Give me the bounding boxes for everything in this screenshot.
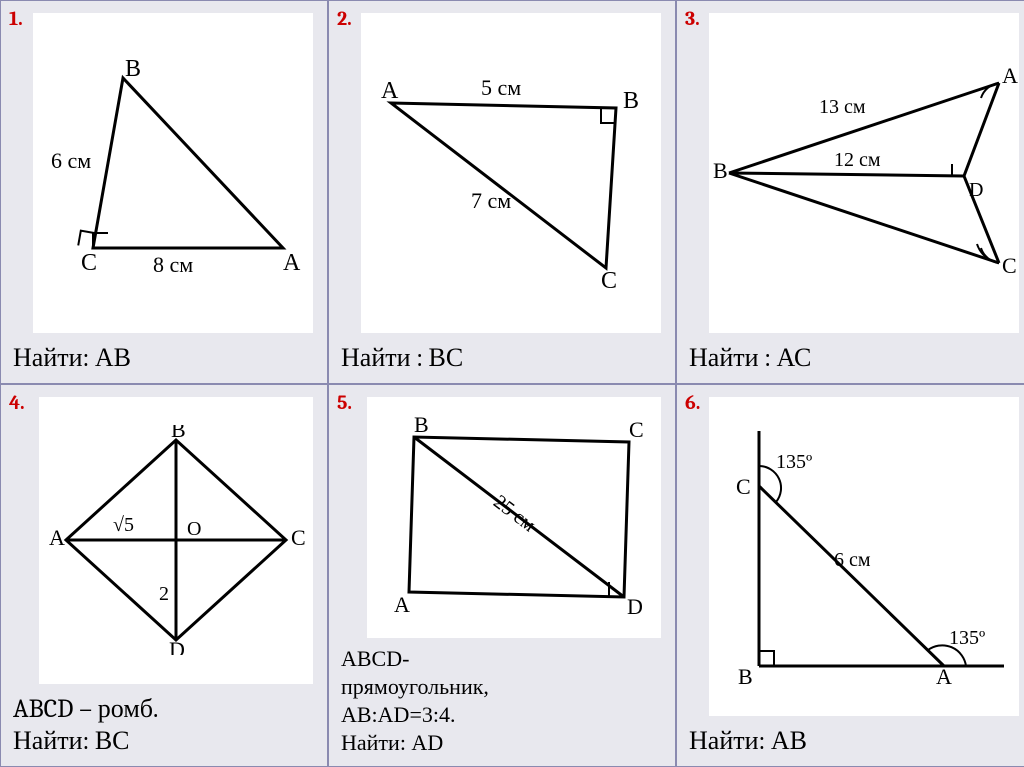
problem-number: 2.: [337, 7, 352, 30]
problem-number: 1.: [9, 7, 23, 30]
label-A: A: [394, 592, 410, 617]
label-25cm: 25 см: [489, 491, 540, 537]
label-5cm: 5 см: [481, 75, 521, 100]
label-6cm: 6 см: [834, 549, 871, 571]
task-line-4: Найти: AD: [337, 730, 667, 758]
diagram-4: A B C D O √5 2: [39, 397, 313, 685]
label-B: B: [414, 412, 429, 437]
label-B: B: [623, 88, 639, 114]
problem-number: 3.: [685, 7, 700, 30]
problem-grid: 1. B C A 6 см 8 см Найти: АВ 2.: [0, 0, 1024, 767]
label-6cm: 6 см: [51, 148, 91, 173]
label-D: D: [627, 594, 643, 619]
label-135-bottom: 135º: [949, 627, 985, 649]
task-text: Найти : АС: [685, 337, 1024, 375]
label-A: A: [1002, 63, 1018, 88]
cell-5: 5. B C A D 25 см ABCD- прямоугольник, AB…: [328, 384, 676, 767]
label-12cm: 12 см: [834, 149, 881, 171]
label-O: O: [187, 518, 201, 540]
label-B: B: [713, 158, 728, 183]
problem-number: 4.: [9, 391, 25, 414]
label-C: C: [291, 525, 306, 550]
label-C: C: [1002, 253, 1017, 278]
cell-6: 6. C B A: [676, 384, 1024, 767]
task-line-1: ABCD-: [337, 642, 667, 674]
diagram-6: C B A 135º 135º 6 см: [709, 397, 1019, 717]
diagram-5: B C A D 25 см: [367, 397, 661, 639]
label-B: B: [125, 58, 141, 82]
cell-3: 3. A B D C 13 см: [676, 0, 1024, 384]
label-13cm: 13 см: [819, 96, 866, 118]
label-7cm: 7 см: [471, 188, 511, 213]
task-text: Найти: АВ: [685, 720, 1024, 758]
label-A: A: [283, 250, 301, 276]
cell-1: 1. B C A 6 см 8 см Найти: АВ: [0, 0, 328, 384]
problem-number: 6.: [685, 391, 700, 414]
label-B: B: [171, 425, 186, 442]
label-8cm: 8 см: [153, 252, 193, 277]
label-C: C: [601, 268, 617, 293]
label-sqrt5: √5: [113, 514, 134, 536]
cell-4: 4. A B C D O √5 2 ABCD – ромб. Найти: ВС: [0, 384, 328, 767]
label-D: D: [969, 179, 983, 201]
diagram-3: A B D C 13 см 12 см: [709, 13, 1019, 333]
diagram-2: A B C 5 см 7 см: [361, 13, 661, 333]
label-C: C: [629, 417, 644, 442]
task-line-3: AB:AD=3:4.: [337, 702, 667, 730]
label-A: A: [936, 664, 952, 686]
problem-number: 5.: [337, 391, 352, 414]
task-text-2: Найти: ВС: [9, 726, 319, 758]
diagram-1: B C A 6 см 8 см: [33, 13, 313, 333]
task-text: Найти: АВ: [9, 337, 319, 375]
label-135-top: 135º: [776, 451, 812, 473]
label-2: 2: [159, 583, 169, 605]
label-A: A: [49, 525, 65, 550]
cell-2: 2. A B C 5 см 7 см Найти : ВС: [328, 0, 676, 384]
label-B: B: [738, 664, 753, 686]
task-line-2: прямоугольник,: [337, 674, 667, 702]
task-text: Найти : ВС: [337, 337, 667, 375]
label-D: D: [169, 637, 185, 655]
label-C: C: [736, 474, 751, 499]
label-A: A: [381, 78, 399, 104]
label-C: C: [81, 250, 97, 276]
task-text-1: ABCD – ромб.: [9, 688, 319, 726]
